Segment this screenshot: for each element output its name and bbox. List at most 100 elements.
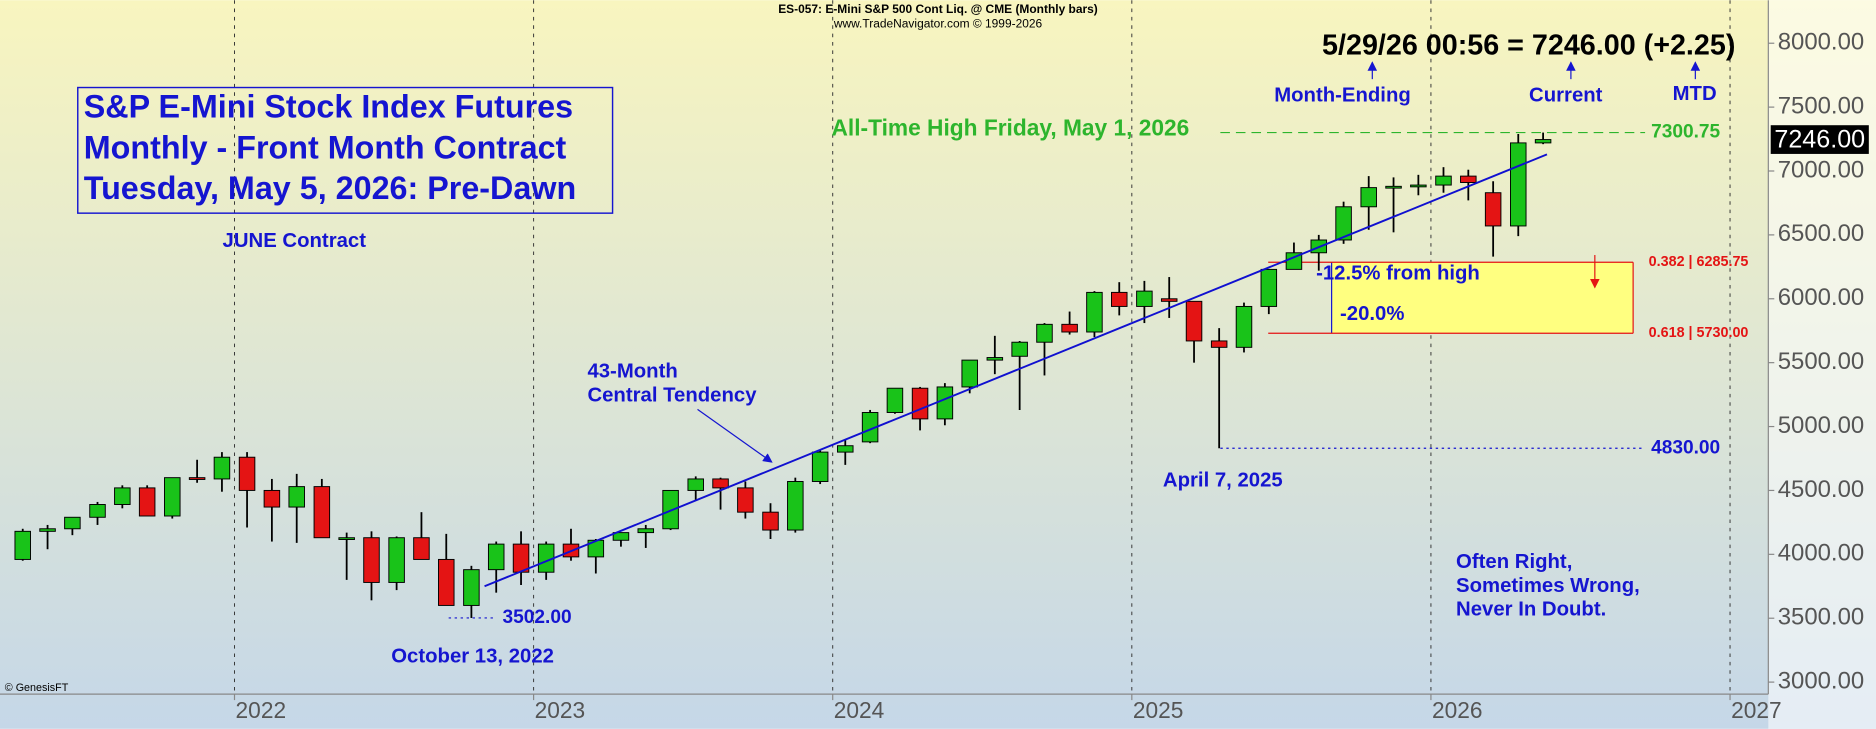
y-tick-label: 7000.00: [1778, 156, 1864, 183]
y-tick-label: 3500.00: [1778, 604, 1864, 631]
candle-body: [1360, 187, 1377, 208]
candle-body: [1210, 340, 1228, 348]
candle-body: [1534, 139, 1552, 144]
header: www.TradeNavigator.com © 1999-2026: [833, 16, 1043, 30]
candle-body: [936, 386, 954, 420]
candle-body: [762, 511, 779, 531]
candle-body: [213, 456, 231, 480]
date-label: April 7, 2025: [1163, 470, 1283, 492]
y-tick-label: 7500.00: [1778, 92, 1864, 119]
candle-body: [188, 477, 206, 480]
marker-label: MTD: [1673, 83, 1717, 105]
candle-body: [837, 445, 854, 453]
candle-body: [313, 486, 331, 539]
y-tick-label: 8000.00: [1778, 29, 1864, 56]
candle-body: [1260, 268, 1278, 307]
candle-body: [1061, 323, 1078, 333]
candle-body: [263, 489, 281, 508]
trend-label: Central Tendency: [587, 385, 757, 407]
x-tick-label: 2025: [1133, 697, 1184, 723]
candle-body: [138, 487, 156, 517]
candle-body: [811, 451, 829, 482]
candle-body: [388, 537, 405, 583]
retracement-label: 0.382 | 6285.75: [1649, 254, 1749, 270]
candle-body: [438, 558, 455, 606]
candle-body: [288, 486, 305, 508]
candle-body: [512, 543, 530, 573]
x-tick-label: 2023: [535, 697, 586, 723]
y-tick-label: 5500.00: [1778, 348, 1864, 375]
level-label: 4830.00: [1651, 437, 1720, 458]
candle-body: [1136, 290, 1153, 307]
candle-body: [612, 532, 630, 541]
y-tick-label: 6000.00: [1778, 284, 1864, 311]
chart-title: Tuesday, May 5, 2026: Pre-Dawn: [84, 170, 576, 206]
candle-body: [487, 543, 505, 571]
motto: Never In Doubt.: [1456, 599, 1606, 621]
candle-body: [1460, 175, 1477, 183]
motto: Sometimes Wrong,: [1456, 575, 1640, 597]
candle-body: [1086, 291, 1103, 333]
y-tick-label: 5000.00: [1778, 412, 1864, 439]
copyright: © GenesisFT: [5, 682, 69, 694]
candle-body: [463, 569, 480, 606]
candle-body: [1235, 305, 1253, 348]
chart-title: S&P E-Mini Stock Index Futures: [84, 89, 573, 125]
candle-body: [1160, 298, 1178, 302]
y-tick-label: 6500.00: [1778, 220, 1864, 247]
candle-body: [1036, 323, 1053, 343]
retracement-zone: [1331, 262, 1634, 334]
candle-body: [1011, 341, 1028, 357]
candle-body: [1385, 185, 1402, 189]
y-tick-label: 3000.00: [1778, 667, 1864, 694]
candle-body: [712, 478, 729, 489]
candle-body: [89, 504, 106, 518]
level-label: 7300.75: [1651, 122, 1720, 143]
trend-label: 43-Month: [587, 361, 677, 383]
price-tag: [1770, 125, 1869, 154]
candle-body: [662, 489, 679, 530]
candle-body: [787, 481, 804, 531]
chart-title: Monthly - Front Month Contract: [84, 129, 567, 165]
x-tick-label: 2027: [1731, 697, 1782, 723]
motto: Often Right,: [1456, 551, 1572, 573]
candle-body: [637, 528, 655, 534]
quote: 5/29/26 00:56 = 7246.00 (+2.25): [1322, 29, 1735, 61]
candle-body: [886, 387, 904, 413]
header: ES-057: E-Mini S&P 500 Cont Liq. @ CME (…: [778, 2, 1098, 16]
candle-body: [238, 456, 256, 491]
marker-label: Month-Ending: [1274, 84, 1411, 106]
drawdown-label: -12.5% from high: [1316, 263, 1480, 285]
candle-body: [14, 530, 31, 560]
contract-label: JUNE Contract: [223, 230, 367, 252]
overlay: 0.382 | 6285.75 0.618 | 5730.00 -12.5% fro…: [503, 122, 1869, 628]
candle-body: [1111, 291, 1128, 307]
candle-body: [114, 487, 131, 505]
retracement-label: 0.618 | 5730.00: [1649, 325, 1749, 341]
candle-body: [1410, 184, 1427, 188]
level-label: 3502.00: [503, 607, 572, 628]
candle-body: [961, 359, 978, 388]
candle-body: [164, 477, 181, 517]
y-tick-label: 4500.00: [1778, 476, 1864, 503]
plot: 3000.00 3500.00 4000.00 4500.00 5000.00 5500.…: [14, 0, 1864, 723]
candle-body: [687, 478, 704, 491]
candle-body: [1335, 206, 1352, 241]
candle-body: [1484, 192, 1502, 227]
candle-body: [64, 516, 81, 530]
candle-body: [1435, 175, 1452, 186]
y-tick-label: 4000.00: [1778, 540, 1864, 567]
title-box: [77, 86, 614, 214]
candle-body: [737, 487, 754, 513]
candle-body: [39, 528, 56, 532]
candle-body: [363, 537, 380, 583]
ath-label: All-Time High Friday, May 1, 2026: [832, 114, 1190, 140]
trend-arrow: [697, 408, 773, 463]
candle-body: [1185, 300, 1203, 342]
candle-body: [1510, 142, 1527, 227]
drawdown-label: -20.0%: [1340, 303, 1404, 325]
y-axis-area: [1768, 0, 1876, 729]
candle-body: [911, 387, 929, 420]
